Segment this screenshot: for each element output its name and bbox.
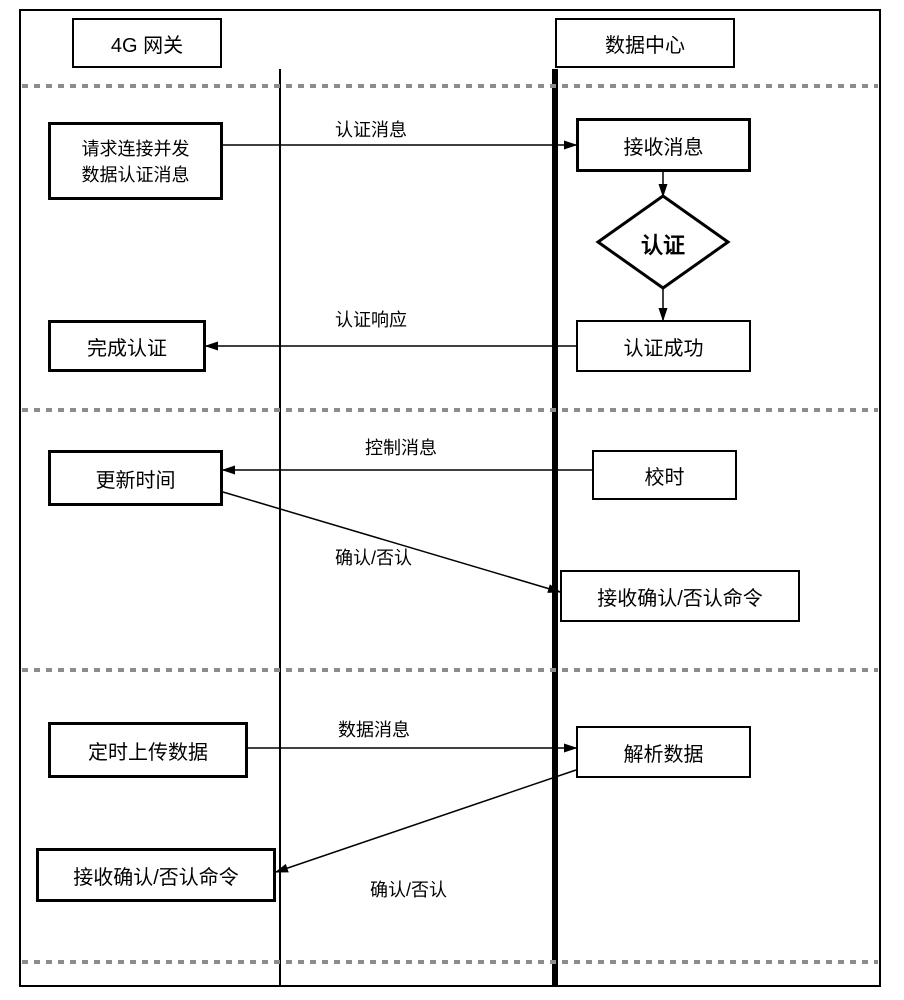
- node-l4: 定时上传数据: [48, 722, 248, 778]
- message-label-3: 认证响应: [335, 306, 407, 332]
- node-l2: 完成认证: [48, 320, 206, 372]
- node-r1: 接收消息: [576, 118, 751, 172]
- message-arrow-7: [276, 770, 576, 872]
- node-l3: 更新时间: [48, 450, 223, 506]
- left-lifeline-header: 4G 网关: [72, 18, 222, 68]
- message-arrow-5: [223, 492, 560, 592]
- node-r2_diamond-label: 认证: [598, 228, 728, 260]
- node-r4: 校时: [592, 450, 737, 500]
- message-label-4: 控制消息: [365, 434, 437, 460]
- node-l1: 请求连接并发数据认证消息: [48, 122, 223, 200]
- node-r5: 接收确认/否认命令: [560, 570, 800, 622]
- diagram-canvas: 4G 网关 数据中心请求连接并发数据认证消息 接收消息认证认证成功 完成认证更新时间 校…: [0, 0, 904, 1000]
- node-r3: 认证成功: [576, 320, 751, 372]
- node-l5: 接收确认/否认命令: [36, 848, 276, 902]
- message-label-6: 数据消息: [338, 716, 410, 742]
- message-label-0: 认证消息: [335, 116, 407, 142]
- node-r6: 解析数据: [576, 726, 751, 778]
- right-lifeline-header: 数据中心: [555, 18, 735, 68]
- message-label-5: 确认/否认: [335, 544, 412, 570]
- message-label-7: 确认/否认: [370, 876, 447, 902]
